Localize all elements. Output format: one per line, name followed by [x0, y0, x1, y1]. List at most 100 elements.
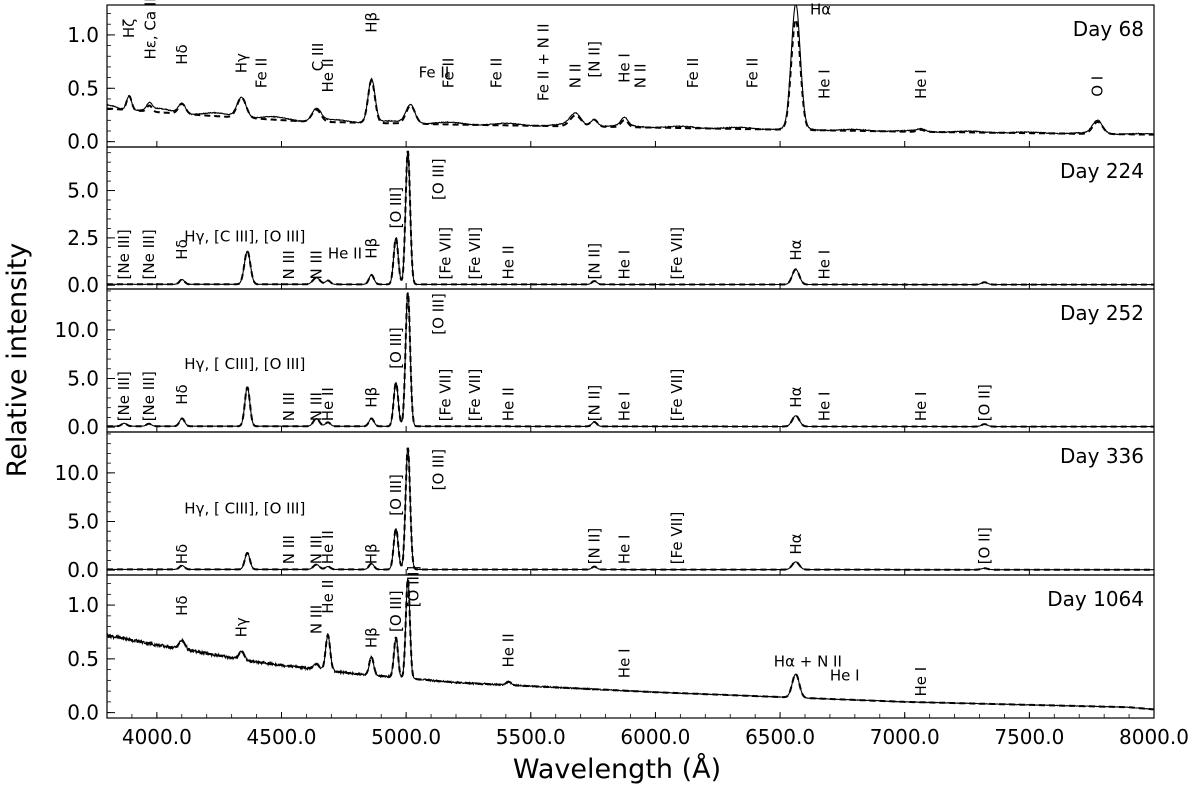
- y-tick-label: 0.0: [67, 415, 99, 439]
- x-tick-label: 7500.0: [994, 725, 1064, 749]
- line-id-label: [Fe VII]: [668, 369, 686, 422]
- line-id-label: [Ne III]: [140, 371, 158, 421]
- line-id-label: Hγ, [ CIII], [O III]: [184, 500, 305, 518]
- line-id-label: [N II]: [585, 385, 603, 422]
- line-id-label: Hβ: [363, 543, 381, 564]
- line-id-label: He I: [616, 648, 634, 678]
- model-spectrum-line: [107, 577, 1154, 711]
- panel-day-label: Day 224: [1060, 159, 1144, 183]
- line-id-label: Hβ: [363, 238, 381, 259]
- line-id-label: [O III]: [430, 293, 448, 335]
- line-id-label: He I: [815, 392, 833, 422]
- model-spectrum-line: [107, 447, 1154, 571]
- line-id-label: Fe II + N II: [534, 24, 552, 102]
- y-tick-label: 0.0: [67, 273, 99, 297]
- line-id-label: N III: [307, 605, 325, 634]
- x-tick-label: 4500.0: [247, 725, 317, 749]
- panel-day-label: Day 252: [1060, 301, 1144, 325]
- line-id-label: Hβ: [363, 12, 381, 33]
- line-id-label: Hζ: [120, 19, 138, 38]
- panel-3: 0.0 5.0 10.0 Day 252 [Ne III] [Ne III] Hδ Hγ, […: [54, 288, 1155, 439]
- line-id-label: [O II]: [976, 384, 994, 421]
- panel-day-label: Day 336: [1060, 444, 1144, 468]
- series-group: [107, 577, 1154, 711]
- line-id-label: He II: [319, 58, 337, 92]
- panel-frame: [106, 574, 1155, 719]
- y-tick-label: 10.0: [54, 318, 99, 342]
- line-id-label: [O III]: [405, 566, 423, 608]
- panel-day-label: Day 1064: [1047, 587, 1144, 611]
- x-tick-label: 4000.0: [122, 725, 192, 749]
- line-id-label: Hα: [787, 533, 805, 554]
- line-id-label: He I: [616, 53, 634, 83]
- line-id-label: He I: [616, 250, 634, 280]
- line-id-label: N III: [307, 392, 325, 421]
- line-id-label: [Fe VII]: [668, 227, 686, 280]
- y-tick-label: 0.0: [67, 130, 99, 154]
- line-id-label: [Ne III]: [140, 229, 158, 279]
- line-id-label: [O III]: [387, 187, 405, 229]
- y-tick-label: 1.0: [67, 593, 99, 617]
- line-id-label: [Ne III]: [115, 229, 133, 279]
- x-tick-label: 7000.0: [870, 725, 940, 749]
- line-id-label: He II: [319, 387, 337, 421]
- line-id-label: Hδ: [173, 44, 191, 64]
- x-axis: 4000.0 4500.0 5000.0 5500.0 6000.0 6500.0 7000…: [106, 714, 1189, 749]
- y-tick-label: 0.5: [67, 76, 99, 100]
- line-id-label: Hα: [810, 1, 831, 19]
- line-id-label: He II: [319, 580, 337, 614]
- line-id-label: Hγ, [C III], [O III]: [184, 228, 305, 246]
- y-tick-label: 2.5: [67, 226, 99, 250]
- line-id-label: [N II]: [585, 41, 603, 78]
- line-id-label: [O III]: [387, 474, 405, 516]
- x-tick-label: 6000.0: [620, 725, 690, 749]
- line-id-label: [O III]: [387, 590, 405, 632]
- y-tick-label: 0.5: [67, 647, 99, 671]
- y-tick-label: 5.0: [67, 366, 99, 390]
- line-id-label: [Fe VII]: [437, 227, 455, 280]
- line-id-label: Hβ: [363, 387, 381, 408]
- line-id-label: Fe II: [684, 58, 702, 89]
- line-id-label: Fe II: [487, 58, 505, 89]
- line-id-label: He I: [815, 69, 833, 99]
- line-id-label: [Fe VII]: [466, 369, 484, 422]
- line-id-label: Hδ: [173, 544, 191, 564]
- line-id-label: He I: [616, 392, 634, 422]
- line-id-label: Hε, Ca II: [142, 0, 160, 60]
- line-id-label: C III: [309, 43, 327, 72]
- line-id-label: [O III]: [430, 449, 448, 491]
- y-tick-label: 0.0: [67, 701, 99, 725]
- line-id-label: Hγ: [233, 53, 251, 73]
- line-id-label: Fe II: [744, 58, 762, 89]
- line-id-label: N II: [632, 63, 650, 88]
- line-id-label: Hδ: [173, 239, 191, 259]
- y-tick-label: 5.0: [67, 509, 99, 533]
- line-id-label: He I: [912, 392, 930, 422]
- x-axis-label: Wavelength (Å): [513, 753, 721, 785]
- line-id-label: N II: [566, 63, 584, 88]
- observed-spectrum-line: [107, 577, 1154, 711]
- line-id-label: He I: [912, 667, 930, 697]
- line-id-label: N III: [307, 250, 325, 279]
- line-id-label: Hδ: [173, 595, 191, 615]
- line-id-label: Fe II: [253, 58, 271, 89]
- line-id-label: Hα + N II: [774, 652, 842, 670]
- line-id-label: He I: [912, 69, 930, 99]
- line-id-label: Fe II: [439, 58, 457, 89]
- x-tick-label: 5500.0: [496, 725, 566, 749]
- line-id-label: Hγ: [233, 617, 251, 637]
- y-tick-label: 10.0: [54, 461, 99, 485]
- model-spectrum-line: [107, 18, 1154, 136]
- line-id-label: [N II]: [585, 528, 603, 565]
- line-id-label: [Fe VII]: [437, 369, 455, 422]
- panel-day-label: Day 68: [1073, 17, 1144, 41]
- line-id-label: Hγ, [ CIII], [O III]: [184, 355, 305, 373]
- line-id-label: Hδ: [173, 384, 191, 404]
- y-axis-label: Relative intensity: [2, 243, 33, 478]
- line-id-label: [O III]: [387, 327, 405, 369]
- line-id-label: N III: [280, 250, 298, 279]
- line-id-label: N III: [280, 535, 298, 564]
